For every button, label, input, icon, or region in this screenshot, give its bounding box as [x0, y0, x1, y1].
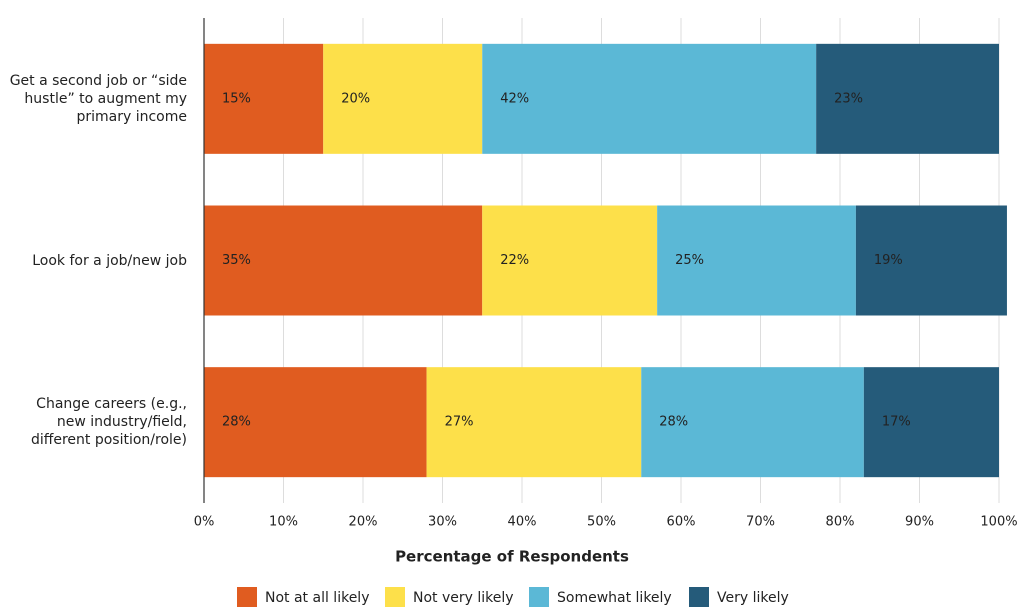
data-label: 22%	[500, 253, 529, 268]
bar-segment	[816, 43, 999, 154]
data-label: 27%	[445, 415, 474, 430]
x-tick-label: 80%	[826, 515, 855, 530]
x-tick-label: 100%	[980, 515, 1017, 530]
legend-swatch	[237, 587, 257, 607]
bar-segment	[204, 205, 483, 316]
data-label: 17%	[882, 415, 911, 430]
bar-segment	[855, 205, 1007, 316]
legend-swatch	[385, 587, 405, 607]
data-label: 20%	[341, 91, 370, 106]
legend-label: Not very likely	[413, 590, 514, 606]
bar-segment	[863, 367, 999, 478]
x-tick-label: 0%	[194, 515, 215, 530]
y-tick-label: Get a second job or “side hustle” to aug…	[9, 72, 187, 125]
x-tick-label: 30%	[428, 515, 457, 530]
bar-segment	[482, 205, 658, 316]
legend-swatch	[689, 587, 709, 607]
legend-label: Not at all likely	[265, 590, 369, 606]
bar-segment	[657, 205, 856, 316]
data-label: 15%	[222, 91, 251, 106]
data-label: 28%	[659, 415, 688, 430]
bar-segment	[482, 43, 817, 154]
data-label: 23%	[834, 91, 863, 106]
x-tick-label: 10%	[269, 515, 298, 530]
bar-segment	[641, 367, 864, 478]
data-label: 28%	[222, 415, 251, 430]
y-tick-label: Look for a job/new job	[32, 252, 187, 269]
x-tick-label: 60%	[667, 515, 696, 530]
x-tick-label: 20%	[349, 515, 378, 530]
legend-label: Very likely	[717, 590, 789, 606]
y-tick-label: Change careers (e.g., new industry/field…	[30, 396, 187, 449]
bar-segment	[426, 367, 642, 478]
x-tick-label: 90%	[905, 515, 934, 530]
legend-label: Somewhat likely	[557, 590, 672, 606]
data-label: 19%	[874, 253, 903, 268]
x-tick-label: 70%	[746, 515, 775, 530]
legend-swatch	[529, 587, 549, 607]
data-label: 35%	[222, 253, 251, 268]
bar-segment	[204, 367, 427, 478]
x-tick-label: 50%	[587, 515, 616, 530]
bar-segment	[204, 43, 324, 154]
x-axis-title: Percentage of Respondents	[395, 548, 629, 566]
data-label: 25%	[675, 253, 704, 268]
bar-segment	[323, 43, 483, 154]
x-tick-label: 40%	[508, 515, 537, 530]
data-label: 42%	[500, 91, 529, 106]
